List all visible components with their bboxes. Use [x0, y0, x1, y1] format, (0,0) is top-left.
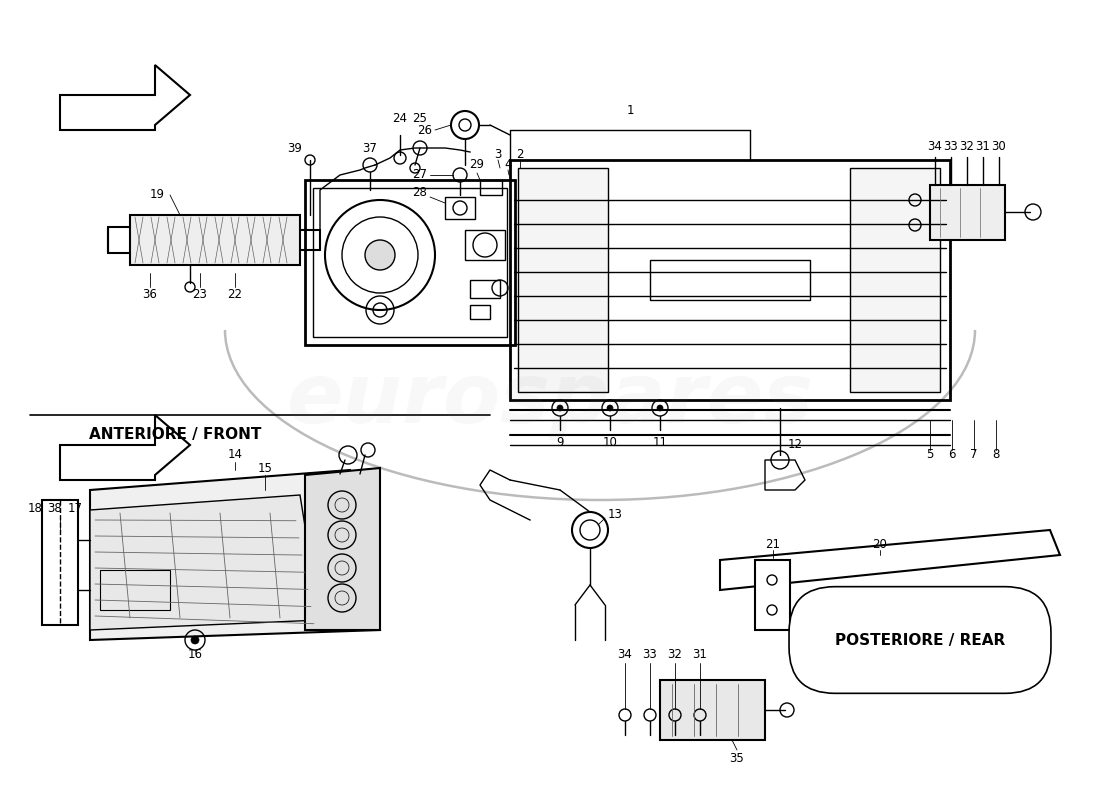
- Text: 3: 3: [494, 149, 502, 162]
- Circle shape: [557, 405, 563, 411]
- Bar: [660, 680, 764, 740]
- Text: 33: 33: [944, 141, 958, 154]
- Text: 30: 30: [991, 141, 1006, 154]
- Polygon shape: [90, 470, 379, 640]
- Text: 11: 11: [652, 435, 668, 449]
- Text: 26: 26: [418, 123, 432, 137]
- Text: 37: 37: [363, 142, 377, 154]
- Bar: [470, 280, 500, 298]
- Text: 32: 32: [959, 141, 975, 154]
- Text: 9: 9: [557, 435, 563, 449]
- Bar: [465, 230, 505, 260]
- Text: ANTERIORE / FRONT: ANTERIORE / FRONT: [89, 427, 261, 442]
- Text: 4: 4: [504, 158, 512, 171]
- Bar: [930, 185, 1005, 240]
- Bar: [446, 197, 475, 219]
- Bar: [480, 180, 502, 195]
- Text: 2: 2: [516, 149, 524, 162]
- Text: 13: 13: [607, 509, 623, 522]
- Polygon shape: [755, 560, 790, 630]
- Text: 16: 16: [187, 649, 202, 662]
- Text: 21: 21: [766, 538, 781, 551]
- Text: 34: 34: [617, 649, 632, 662]
- Polygon shape: [60, 415, 190, 480]
- Text: 39: 39: [287, 142, 303, 154]
- Text: eurospares: eurospares: [286, 359, 814, 441]
- Text: 27: 27: [412, 169, 428, 182]
- Text: 1: 1: [626, 103, 634, 117]
- Bar: [650, 260, 810, 300]
- Circle shape: [657, 405, 663, 411]
- Text: 28: 28: [412, 186, 428, 198]
- Polygon shape: [720, 530, 1060, 590]
- Bar: [470, 305, 490, 319]
- Text: 10: 10: [603, 435, 617, 449]
- Text: 38: 38: [47, 502, 63, 514]
- Text: 8: 8: [992, 449, 1000, 462]
- Polygon shape: [42, 500, 78, 625]
- Text: POSTERIORE / REAR: POSTERIORE / REAR: [835, 633, 1005, 647]
- Bar: [510, 160, 950, 400]
- Text: 14: 14: [228, 449, 242, 462]
- Text: 7: 7: [970, 449, 978, 462]
- Text: 6: 6: [948, 449, 956, 462]
- Bar: [130, 215, 300, 265]
- Text: 31: 31: [693, 649, 707, 662]
- Bar: [314, 188, 507, 337]
- Text: 32: 32: [668, 649, 682, 662]
- Text: 34: 34: [927, 141, 943, 154]
- Text: 35: 35: [729, 751, 745, 765]
- Text: 17: 17: [67, 502, 82, 514]
- Text: 19: 19: [150, 189, 165, 202]
- Polygon shape: [305, 468, 380, 630]
- Bar: [850, 168, 940, 392]
- Text: 36: 36: [143, 289, 157, 302]
- Text: 31: 31: [976, 141, 990, 154]
- Text: 20: 20: [872, 538, 888, 551]
- Text: 15: 15: [257, 462, 273, 474]
- Text: 18: 18: [28, 502, 43, 514]
- Text: 29: 29: [470, 158, 484, 171]
- Circle shape: [191, 636, 199, 644]
- Text: 22: 22: [228, 289, 242, 302]
- Polygon shape: [60, 65, 190, 130]
- Text: 33: 33: [642, 649, 658, 662]
- Circle shape: [607, 405, 613, 411]
- Text: 12: 12: [788, 438, 803, 451]
- Text: 23: 23: [192, 289, 208, 302]
- Text: 24: 24: [393, 111, 407, 125]
- Text: 5: 5: [926, 449, 934, 462]
- Bar: [305, 180, 515, 345]
- Text: 25: 25: [412, 111, 428, 125]
- Bar: [518, 168, 608, 392]
- Bar: [100, 570, 170, 610]
- Polygon shape: [90, 495, 320, 630]
- Circle shape: [365, 240, 395, 270]
